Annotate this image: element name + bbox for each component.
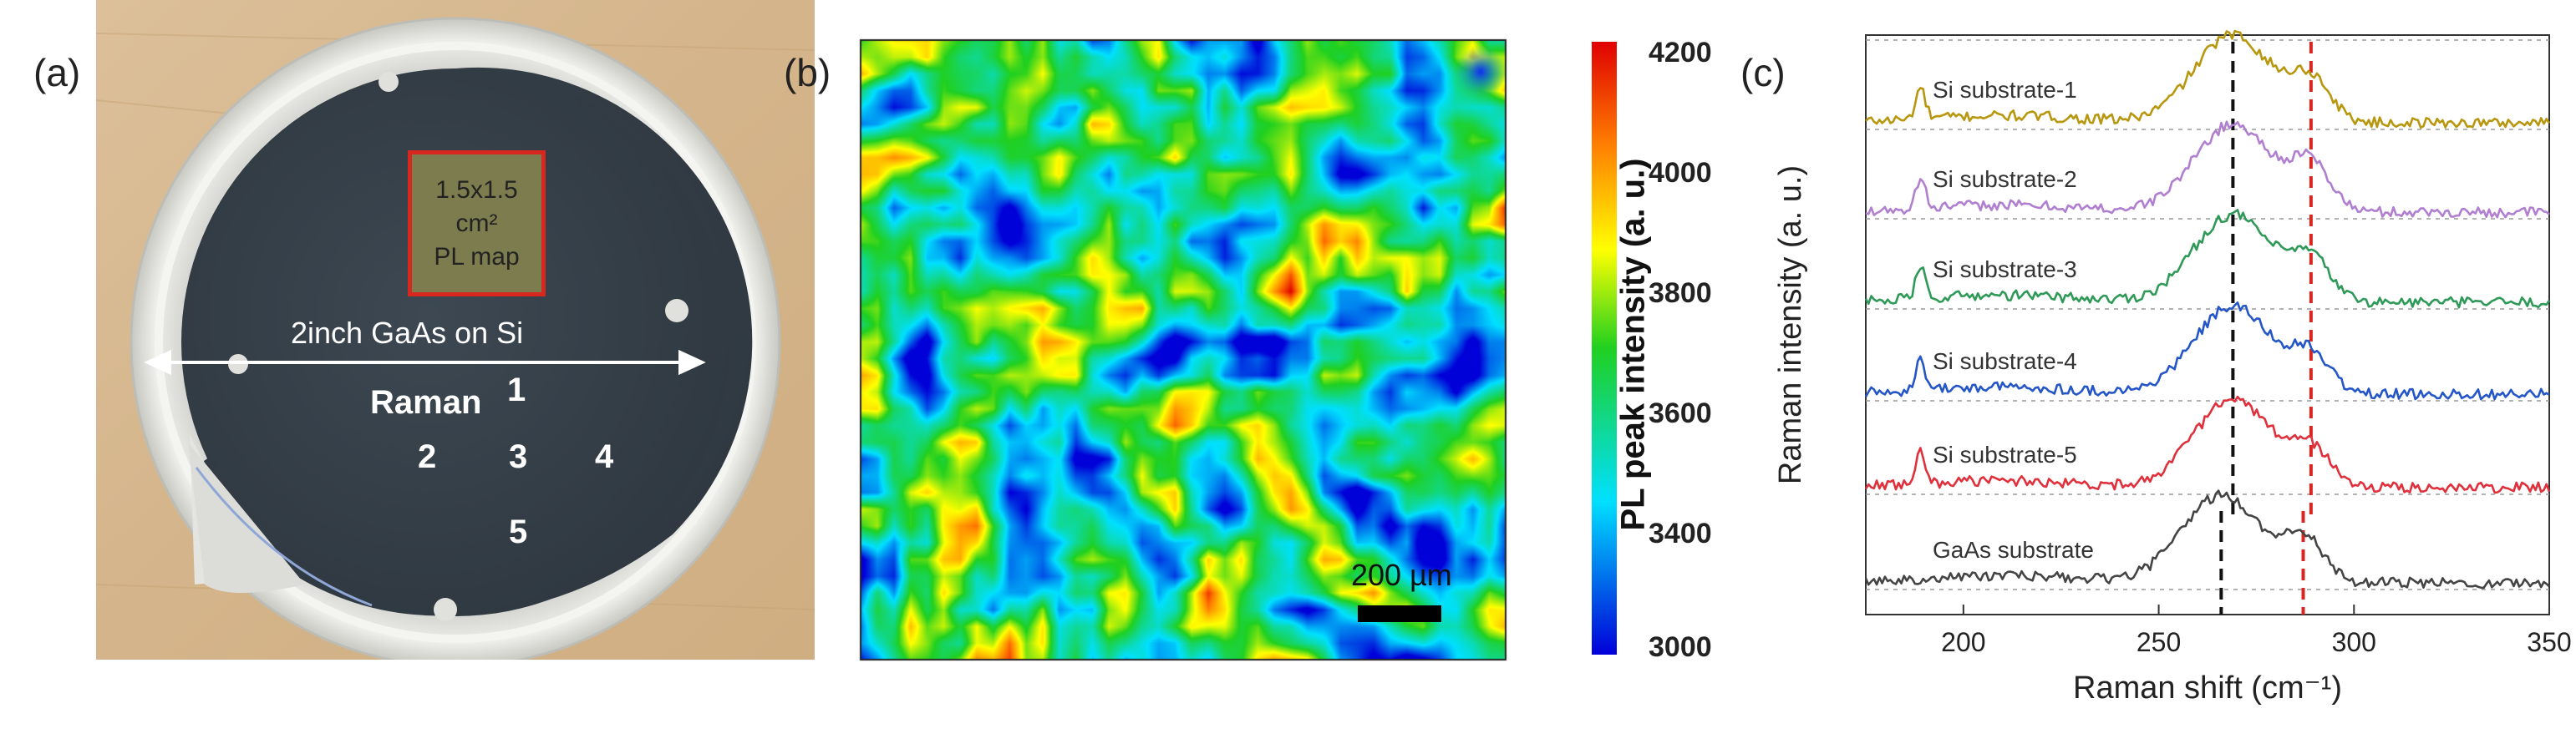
colorbar-tick-4200: 4200 <box>1649 37 1712 68</box>
width-arrow <box>144 349 706 376</box>
x-tick-label-2: 300 <box>2332 627 2376 657</box>
x-tick-label-1: 250 <box>2137 627 2181 657</box>
panel-a-label: (a) <box>33 51 81 94</box>
raman-point-2: 2 <box>418 438 437 475</box>
series-line-5 <box>1864 489 2550 590</box>
series-line-0 <box>1865 29 2551 129</box>
pl-map-panel: 200 µm 4200 4000 3800 3600 3400 3000 PL … <box>840 0 1742 668</box>
series-label-0: Si substrate-1 <box>1933 77 2077 103</box>
raman-point-4: 4 <box>595 438 614 475</box>
scalebar <box>1358 605 1441 622</box>
raman-point-3: 3 <box>509 438 528 475</box>
raman-chart: Si substrate-1 Si substrate-2 Si substrate… <box>1773 29 2572 706</box>
series-label-2: Si substrate-3 <box>1933 256 2077 282</box>
series-label-5: GaAs substrate <box>1933 537 2094 563</box>
scalebar-label: 200 µm <box>1351 558 1452 592</box>
x-axis-label: Raman shift (cm⁻¹) <box>2073 671 2342 706</box>
x-tick-label-3: 350 <box>2527 627 2571 657</box>
pl-map-region-box: 1.5x1.5 cm² PL map <box>408 150 546 296</box>
colorbar-tick-3000: 3000 <box>1649 631 1712 663</box>
wafer-photo <box>96 0 815 660</box>
pl-box-line2: cm² <box>455 209 498 237</box>
plot-frame <box>1865 34 2550 615</box>
colorbar-title: PL peak intensity (a. u.) <box>1614 158 1652 531</box>
series-line-3 <box>1864 301 2550 401</box>
x-tick-label-0: 200 <box>1941 627 1985 657</box>
colorbar-tick-3400: 3400 <box>1649 518 1712 549</box>
wafer-photo-panel: 2inch GaAs on Si 1.5x1.5 cm² PL map Rama… <box>96 0 815 660</box>
colorbar-tick-3600: 3600 <box>1649 397 1712 429</box>
series-label-4: Si substrate-5 <box>1933 442 2077 468</box>
series-line-2 <box>1864 209 2551 309</box>
colorbar <box>1592 42 1617 655</box>
pl-box-line3: PL map <box>434 242 520 271</box>
panel-c-label: (c) <box>1740 51 1786 94</box>
raman-point-1: 1 <box>507 372 526 408</box>
raman-point-5: 5 <box>509 514 528 550</box>
raman-chart-panel: Si substrate-1 Si substrate-2 Si substrate… <box>1742 0 2576 744</box>
colorbar-tick-4000: 4000 <box>1649 157 1712 189</box>
panel-b-label: (b) <box>784 51 831 94</box>
series-label-3: Si substrate-4 <box>1933 348 2077 374</box>
colorbar-tick-3800: 3800 <box>1649 277 1712 309</box>
pl-box-line1: 1.5x1.5 <box>435 175 518 204</box>
raman-label: Raman <box>370 384 482 421</box>
series-label-1: Si substrate-2 <box>1933 166 2077 192</box>
wafer-size-label: 2inch GaAs on Si <box>291 316 524 350</box>
y-axis-label: Raman intensity (a. u.) <box>1773 165 1808 484</box>
series-line-1 <box>1865 120 2550 219</box>
series-line-4 <box>1864 395 2551 494</box>
